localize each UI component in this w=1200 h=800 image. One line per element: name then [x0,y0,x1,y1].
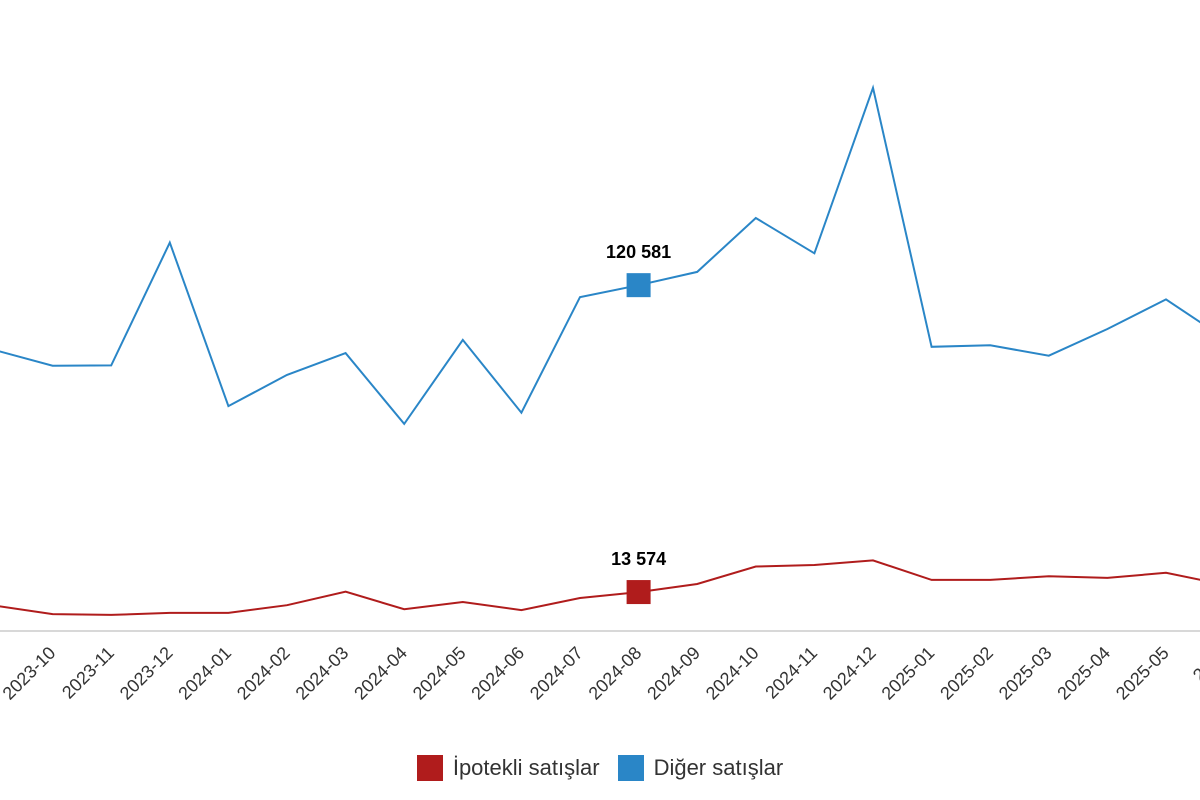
series-layer: 13 574 120 581 [0,84,1200,616]
x-tick-label: 2025 [1189,643,1200,685]
x-tick-label: 2025-01 [878,643,939,704]
legend-swatch-mortgage [416,755,443,781]
x-tick-label: 2025-04 [1053,643,1114,704]
x-tick-label: 2024-09 [643,643,704,704]
x-tick-label: 2024-02 [233,643,294,704]
highlight-marker-1[interactable] [626,580,651,605]
series-1: 13 574 [0,549,1200,616]
x-tick-label: 2024-08 [585,643,646,704]
x-tick-label: 2025-05 [1112,643,1173,704]
x-tick-label: 2024-05 [409,643,470,704]
x-tick-label: 2023-12 [116,643,177,704]
x-tick-label: 2024-04 [350,643,411,704]
legend: İpotekli satışlar Diğer satışlar [0,750,1200,786]
data-label-1: 13 574 [611,549,666,569]
data-label-2: 120 581 [606,242,671,262]
x-tick-label: 2023-11 [58,643,118,703]
x-tick-label: 2024-07 [526,643,587,704]
x-tick-label: 2024-10 [702,643,763,704]
x-tick-label: 9 [0,643,1,664]
legend-item-other[interactable]: Diğer satışlar [617,755,784,781]
legend-swatch-other [617,755,644,781]
series-line-2 [0,84,1200,426]
series-2: 120 581 [0,84,1200,426]
legend-label-mortgage: İpotekli satışlar [452,755,600,780]
x-tick-label: 2024-06 [467,643,528,704]
x-tick-label: 2024-01 [174,643,235,704]
highlight-marker-2[interactable] [626,273,651,298]
x-tick-label: 2024-03 [292,643,353,704]
x-axis-ticks: 92023-102023-112023-122024-012024-022024… [0,643,1200,704]
series-line-1 [0,559,1200,616]
legend-item-mortgage[interactable]: İpotekli satışlar [416,755,600,781]
x-tick-label: 2023-10 [0,643,59,704]
x-tick-label: 2024-12 [819,643,880,704]
x-tick-label: 2025-03 [995,643,1056,704]
x-tick-label: 2025-02 [936,643,997,704]
x-tick-label: 2024-11 [761,643,821,703]
legend-label-other: Diğer satışlar [653,755,784,780]
